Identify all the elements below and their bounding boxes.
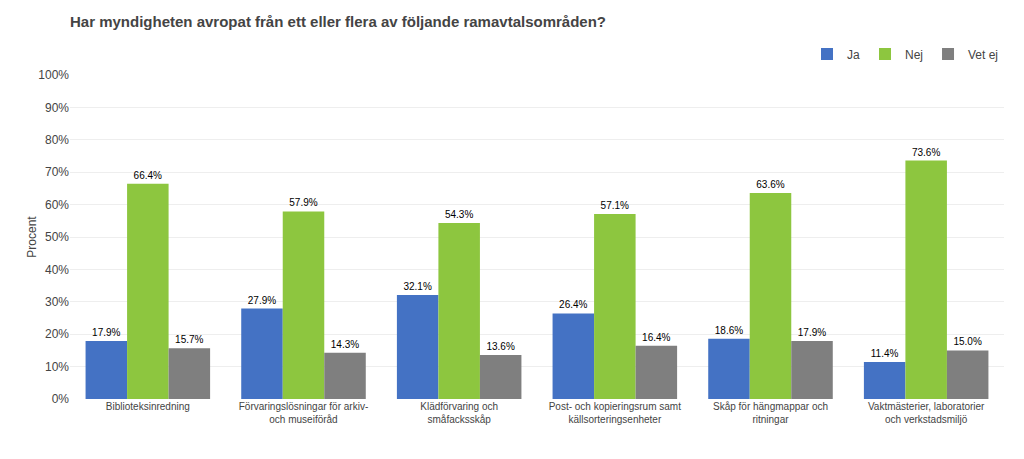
svg-text:0%: 0% (52, 392, 70, 406)
svg-text:57.9%: 57.9% (289, 197, 317, 208)
svg-text:54.3%: 54.3% (445, 209, 473, 220)
svg-text:Biblioteksinredning: Biblioteksinredning (106, 401, 190, 412)
svg-text:17.9%: 17.9% (92, 327, 120, 338)
svg-text:Procent: Procent (25, 216, 39, 258)
svg-text:Post- och kopieringsrum samtkä: Post- och kopieringsrum samtkällsorterin… (549, 401, 681, 425)
svg-text:20%: 20% (45, 327, 69, 341)
svg-text:66.4%: 66.4% (134, 170, 162, 181)
svg-text:26.4%: 26.4% (559, 299, 587, 310)
svg-text:60%: 60% (45, 198, 69, 212)
svg-text:57.1%: 57.1% (601, 200, 629, 211)
svg-text:Nej: Nej (905, 48, 923, 62)
svg-text:Har myndigheten avropat från e: Har myndigheten avropat från ett eller f… (70, 13, 606, 30)
svg-text:16.4%: 16.4% (642, 332, 670, 343)
svg-text:100%: 100% (38, 68, 69, 82)
svg-text:40%: 40% (45, 263, 69, 277)
svg-text:80%: 80% (45, 133, 69, 147)
svg-text:32.1%: 32.1% (403, 281, 431, 292)
svg-text:18.6%: 18.6% (715, 325, 743, 336)
svg-text:70%: 70% (45, 165, 69, 179)
svg-text:Vaktmästerier, laboratorieroch: Vaktmästerier, laboratorieroch verkstads… (868, 401, 985, 425)
svg-text:63.6%: 63.6% (756, 179, 784, 190)
svg-text:73.6%: 73.6% (912, 147, 940, 158)
svg-text:Klädförvaring ochsmåfacksskåp: Klädförvaring ochsmåfacksskåp (420, 401, 498, 425)
svg-text:15.7%: 15.7% (175, 334, 203, 345)
svg-text:27.9%: 27.9% (248, 295, 276, 306)
svg-text:10%: 10% (45, 360, 69, 374)
svg-text:15.0%: 15.0% (953, 336, 981, 347)
svg-text:Ja: Ja (847, 48, 860, 62)
svg-text:13.6%: 13.6% (486, 341, 514, 352)
svg-text:17.9%: 17.9% (798, 327, 826, 338)
svg-text:Skåp för hängmappar ochritning: Skåp för hängmappar ochritningar (713, 401, 828, 425)
svg-text:Förvaringslösningar för arkiv-: Förvaringslösningar för arkiv-och museif… (239, 401, 369, 425)
svg-text:90%: 90% (45, 101, 69, 115)
svg-text:11.4%: 11.4% (871, 348, 899, 359)
svg-text:50%: 50% (45, 230, 69, 244)
svg-text:30%: 30% (45, 295, 69, 309)
svg-text:Vet ej: Vet ej (968, 48, 998, 62)
svg-text:14.3%: 14.3% (331, 339, 359, 350)
